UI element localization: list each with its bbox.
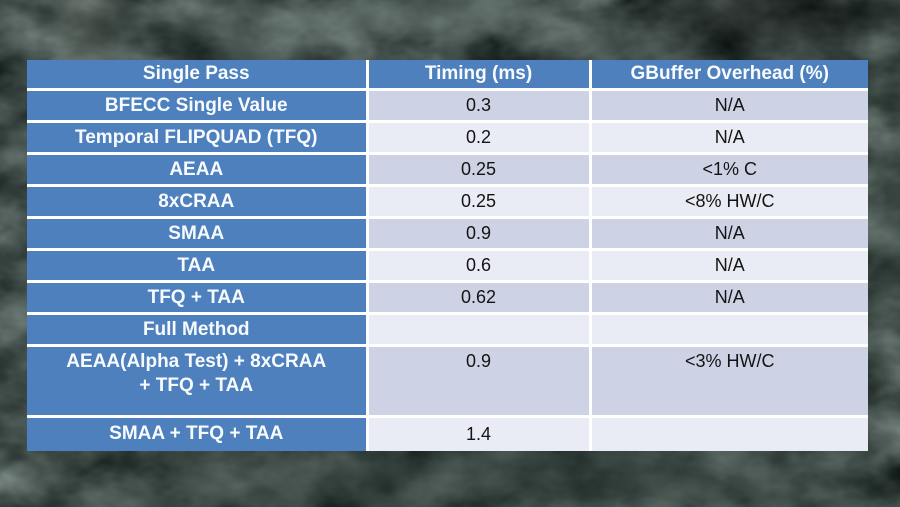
row-label: 8xCRAA [25, 184, 369, 219]
timing-value: 0.6 [365, 248, 592, 283]
row-label: Full Method [25, 312, 369, 347]
timing-value: 1.4 [365, 414, 592, 452]
row-label: Temporal FLIPQUAD (TFQ) [25, 120, 369, 155]
table-row: Full Method [25, 312, 870, 347]
table-row: 8xCRAA 0.25 <8% HW/C [25, 184, 870, 219]
row-label: SMAA [25, 216, 369, 251]
aa-performance-table: Single Pass Timing (ms) GBuffer Overhead… [25, 58, 870, 452]
timing-value: 0.3 [365, 88, 592, 123]
overhead-value [588, 414, 870, 452]
overhead-value: <1% C [588, 152, 870, 187]
overhead-value: N/A [588, 216, 870, 251]
row-label: BFECC Single Value [25, 88, 369, 123]
header-gbuffer-overhead: GBuffer Overhead (%) [588, 58, 870, 91]
timing-value [365, 312, 592, 347]
table-row: SMAA + TFQ + TAA 1.4 [25, 414, 870, 452]
overhead-value: <8% HW/C [588, 184, 870, 219]
timing-value: 0.9 [365, 344, 592, 418]
table-row: TAA 0.6 N/A [25, 248, 870, 283]
row-label: TFQ + TAA [25, 280, 369, 315]
header-timing-ms: Timing (ms) [365, 58, 592, 91]
overhead-value: N/A [588, 88, 870, 123]
table-row: TFQ + TAA 0.62 N/A [25, 280, 870, 315]
table-row: AEAA(Alpha Test) + 8xCRAA + TFQ + TAA 0.9… [25, 344, 870, 418]
header-single-pass: Single Pass [25, 58, 369, 91]
timing-value: 0.25 [365, 152, 592, 187]
timing-value: 0.2 [365, 120, 592, 155]
table-row: SMAA 0.9 N/A [25, 216, 870, 251]
table-row: BFECC Single Value 0.3 N/A [25, 88, 870, 123]
table-header: Single Pass Timing (ms) GBuffer Overhead… [25, 58, 870, 91]
timing-value: 0.9 [365, 216, 592, 251]
timing-value: 0.62 [365, 280, 592, 315]
header-row: Single Pass Timing (ms) GBuffer Overhead… [25, 58, 870, 91]
table-row: AEAA 0.25 <1% C [25, 152, 870, 187]
overhead-value: N/A [588, 120, 870, 155]
row-label: TAA [25, 248, 369, 283]
overhead-value: N/A [588, 280, 870, 315]
overhead-value: N/A [588, 248, 870, 283]
overhead-value [588, 312, 870, 347]
timing-value: 0.25 [365, 184, 592, 219]
table-body: BFECC Single Value 0.3 N/A Temporal FLIPQUA… [25, 88, 870, 452]
row-label: SMAA + TFQ + TAA [25, 414, 369, 452]
row-label: AEAA [25, 152, 369, 187]
overhead-value: <3% HW/C [588, 344, 870, 418]
table-row: Temporal FLIPQUAD (TFQ) 0.2 N/A [25, 120, 870, 155]
row-label: AEAA(Alpha Test) + 8xCRAA + TFQ + TAA [25, 344, 369, 418]
